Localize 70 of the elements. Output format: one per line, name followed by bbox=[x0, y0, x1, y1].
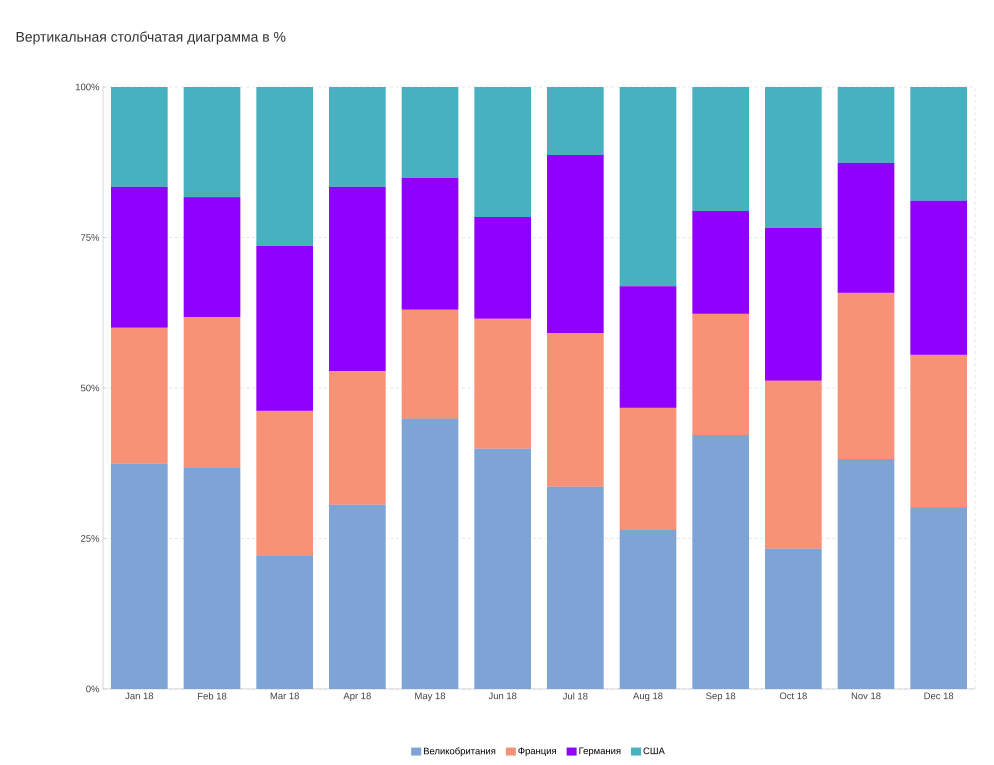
bar bbox=[402, 418, 458, 689]
y-tick-label: 100% bbox=[76, 84, 100, 90]
x-tick-label: Sep 18 bbox=[706, 692, 736, 702]
bar bbox=[184, 468, 240, 689]
bar bbox=[547, 333, 604, 487]
x-tick-label: Mar 18 bbox=[270, 692, 299, 700]
bar bbox=[402, 310, 458, 419]
x-tick-label: Oct 18 bbox=[780, 692, 807, 700]
bar bbox=[765, 86, 822, 228]
bar bbox=[402, 86, 458, 178]
y-tick-label: 0% bbox=[86, 686, 100, 692]
bar bbox=[692, 434, 750, 689]
chart-title: Вертикальная столбчатая диаграмма в % bbox=[16, 31, 286, 45]
bar bbox=[910, 86, 968, 201]
bar bbox=[765, 228, 822, 381]
x-tick-label: Dec 18 bbox=[924, 692, 954, 700]
bar bbox=[620, 408, 676, 530]
bar bbox=[329, 371, 386, 505]
bar bbox=[838, 292, 894, 460]
x-tick-label: Aug 18 bbox=[633, 692, 663, 702]
bar bbox=[111, 186, 168, 328]
bar bbox=[256, 86, 314, 246]
bar bbox=[184, 316, 240, 468]
bar bbox=[474, 448, 532, 689]
x-tick-label: Jul 18 bbox=[562, 692, 588, 700]
legend-label: Великобритания bbox=[424, 747, 496, 756]
bar bbox=[256, 246, 314, 411]
bar bbox=[692, 86, 750, 211]
y-tick-label: 50% bbox=[80, 384, 100, 392]
bar bbox=[692, 314, 750, 435]
bar bbox=[547, 155, 604, 334]
legend-label: Германия bbox=[579, 748, 620, 756]
bar bbox=[765, 380, 822, 549]
legend-label: Франция bbox=[518, 748, 556, 756]
bar bbox=[910, 354, 968, 508]
bar bbox=[910, 200, 968, 355]
bar bbox=[402, 178, 458, 310]
bar bbox=[620, 86, 676, 286]
bar bbox=[329, 186, 386, 372]
bar bbox=[111, 86, 168, 187]
bar bbox=[547, 86, 604, 156]
bar bbox=[329, 86, 386, 187]
y-tick-label: 75% bbox=[81, 234, 100, 241]
y-tick-label: 25% bbox=[81, 535, 100, 542]
bar bbox=[765, 548, 822, 689]
bar bbox=[184, 197, 240, 317]
bar bbox=[329, 504, 386, 689]
bar bbox=[620, 286, 676, 408]
x-tick-label: Apr 18 bbox=[343, 692, 371, 702]
bar bbox=[838, 162, 894, 293]
bar bbox=[620, 530, 676, 689]
legend-label: США bbox=[644, 748, 665, 754]
bar bbox=[474, 217, 532, 319]
bar bbox=[474, 318, 532, 449]
x-tick-label: Nov 18 bbox=[852, 692, 881, 700]
bar bbox=[474, 86, 532, 218]
bar bbox=[547, 486, 604, 689]
bar bbox=[910, 507, 968, 689]
bar bbox=[838, 459, 894, 689]
bar bbox=[838, 86, 894, 163]
bar bbox=[111, 464, 168, 689]
x-tick-label: Feb 18 bbox=[198, 692, 226, 700]
x-tick-label: Jun 18 bbox=[488, 692, 516, 700]
bar bbox=[256, 556, 314, 689]
x-tick-label: May 18 bbox=[415, 692, 446, 702]
bar bbox=[692, 210, 750, 314]
bar bbox=[256, 410, 314, 556]
bar bbox=[111, 328, 168, 464]
bar bbox=[184, 86, 240, 198]
x-tick-label: Jan 18 bbox=[125, 692, 154, 700]
